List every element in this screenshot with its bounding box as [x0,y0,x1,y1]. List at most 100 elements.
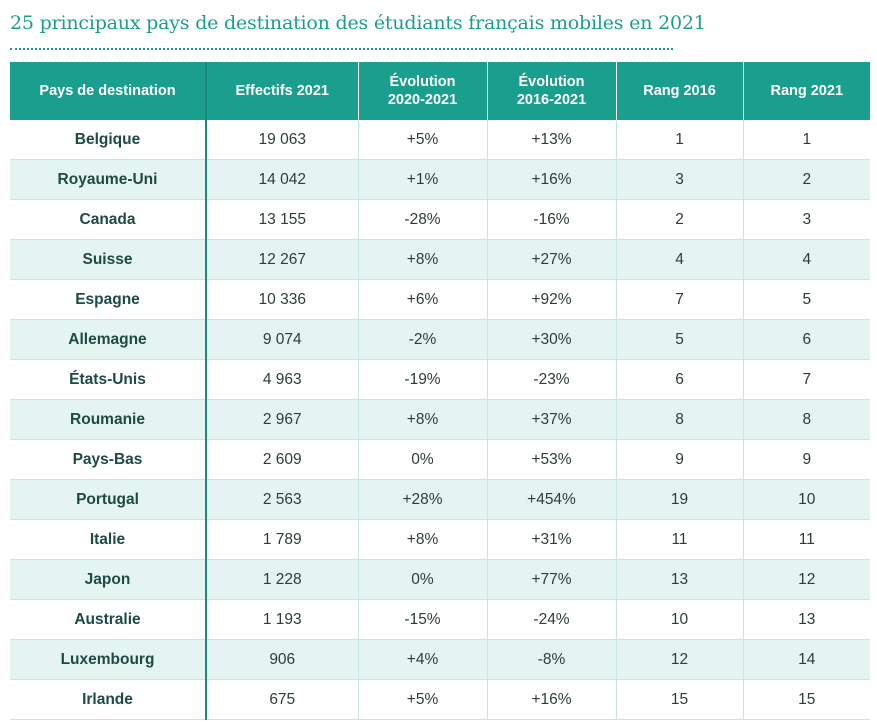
table-cell: +16% [487,159,617,200]
table-cell: +5% [358,679,488,720]
table-cell: +4% [358,639,488,680]
table-cell: 12 [743,559,870,600]
table-cell: -28% [358,199,488,240]
table-cell: 9 074 [206,319,359,360]
table-header-row: Pays de destination Effectifs 2021 Évoluti… [10,62,870,120]
table-cell: 8 [616,399,744,440]
table-cell: +27% [487,239,617,280]
table-cell: 11 [616,519,744,560]
country-cell: Portugal [10,479,207,520]
country-cell: Canada [10,199,207,240]
table-cell: 5 [743,279,870,320]
table-cell: 14 [743,639,870,680]
table-cell: 15 [616,679,744,720]
destinations-table: Pays de destination Effectifs 2021 Évoluti… [10,62,870,720]
table-cell: 19 [616,479,744,520]
column-header: Rang 2021 [743,62,870,120]
table-row: Roumanie 2 967 +8% +37% 8 8 [10,399,870,440]
table-cell: 11 [743,519,870,560]
table-cell: +8% [358,239,488,280]
table-cell: 0% [358,439,488,480]
table-cell: 2 967 [206,399,359,440]
table-cell: 675 [206,679,359,720]
table-row: Allemagne 9 074 -2% +30% 5 6 [10,319,870,360]
column-header: Pays de destination [10,62,207,120]
table-cell: -16% [487,199,617,240]
table-cell: 1 193 [206,599,359,640]
column-header: Évolution 2020-2021 [358,62,488,120]
table-row: États-Unis 4 963 -19% -23% 6 7 [10,359,870,400]
table-cell: 5 [616,319,744,360]
table-cell: -15% [358,599,488,640]
table-cell: 13 155 [206,199,359,240]
table-cell: 10 [743,479,870,520]
table-cell: 4 [616,239,744,280]
table-cell: 3 [616,159,744,200]
table-cell: 4 963 [206,359,359,400]
country-cell: Roumanie [10,399,207,440]
table-cell: 1 789 [206,519,359,560]
table-cell: +8% [358,519,488,560]
table-row: Luxembourg 906 +4% -8% 12 14 [10,639,870,680]
table-cell: 10 [616,599,744,640]
table-row: Suisse 12 267 +8% +27% 4 4 [10,239,870,280]
table-cell: +13% [487,120,617,160]
table-row: Pays-Bas 2 609 0% +53% 9 9 [10,439,870,480]
column-header: Effectifs 2021 [206,62,359,120]
table-cell: +77% [487,559,617,600]
table-cell: +6% [358,279,488,320]
table-row: Canada 13 155 -28% -16% 2 3 [10,199,870,240]
table-cell: +8% [358,399,488,440]
table-row: Australie 1 193 -15% -24% 10 13 [10,599,870,640]
country-cell: Italie [10,519,207,560]
country-cell: Espagne [10,279,207,320]
table-row: Irlande 675 +5% +16% 15 15 [10,679,870,720]
table-cell: 1 [743,120,870,160]
table-cell: +37% [487,399,617,440]
table-cell: 13 [616,559,744,600]
country-cell: Belgique [10,120,207,160]
table-cell: 2 609 [206,439,359,480]
table-cell: 2 [743,159,870,200]
table-cell: +16% [487,679,617,720]
table-cell: +30% [487,319,617,360]
table-cell: +454% [487,479,617,520]
country-cell: Luxembourg [10,639,207,680]
country-cell: Royaume-Uni [10,159,207,200]
table-cell: -8% [487,639,617,680]
country-cell: Allemagne [10,319,207,360]
title-underline [10,48,673,50]
table-body: Belgique 19 063 +5% +13% 1 1 Royaume-Uni 14 042… [10,120,870,720]
table-row: Italie 1 789 +8% +31% 11 11 [10,519,870,560]
table-cell: 906 [206,639,359,680]
table-cell: 8 [743,399,870,440]
table-row: Royaume-Uni 14 042 +1% +16% 3 2 [10,159,870,200]
table-row: Japon 1 228 0% +77% 13 12 [10,559,870,600]
table-cell: +5% [358,120,488,160]
table-cell: 1 [616,120,744,160]
table-cell: -23% [487,359,617,400]
country-cell: Australie [10,599,207,640]
country-cell: Irlande [10,679,207,720]
table-cell: +53% [487,439,617,480]
country-cell: Pays-Bas [10,439,207,480]
table-cell: 13 [743,599,870,640]
table-cell: +31% [487,519,617,560]
table-cell: 7 [616,279,744,320]
table-cell: 3 [743,199,870,240]
table-cell: +92% [487,279,617,320]
table-row: Portugal 2 563 +28% +454% 19 10 [10,479,870,520]
table-cell: 7 [743,359,870,400]
table-cell: 4 [743,239,870,280]
column-header: Rang 2016 [616,62,744,120]
table-row: Espagne 10 336 +6% +92% 7 5 [10,279,870,320]
table-cell: 6 [616,359,744,400]
table-cell: 19 063 [206,120,359,160]
table-cell: 1 228 [206,559,359,600]
table-cell: 6 [743,319,870,360]
table-cell: +28% [358,479,488,520]
table-cell: -19% [358,359,488,400]
table-cell: 12 [616,639,744,680]
table-cell: +1% [358,159,488,200]
table-cell: 9 [616,439,744,480]
